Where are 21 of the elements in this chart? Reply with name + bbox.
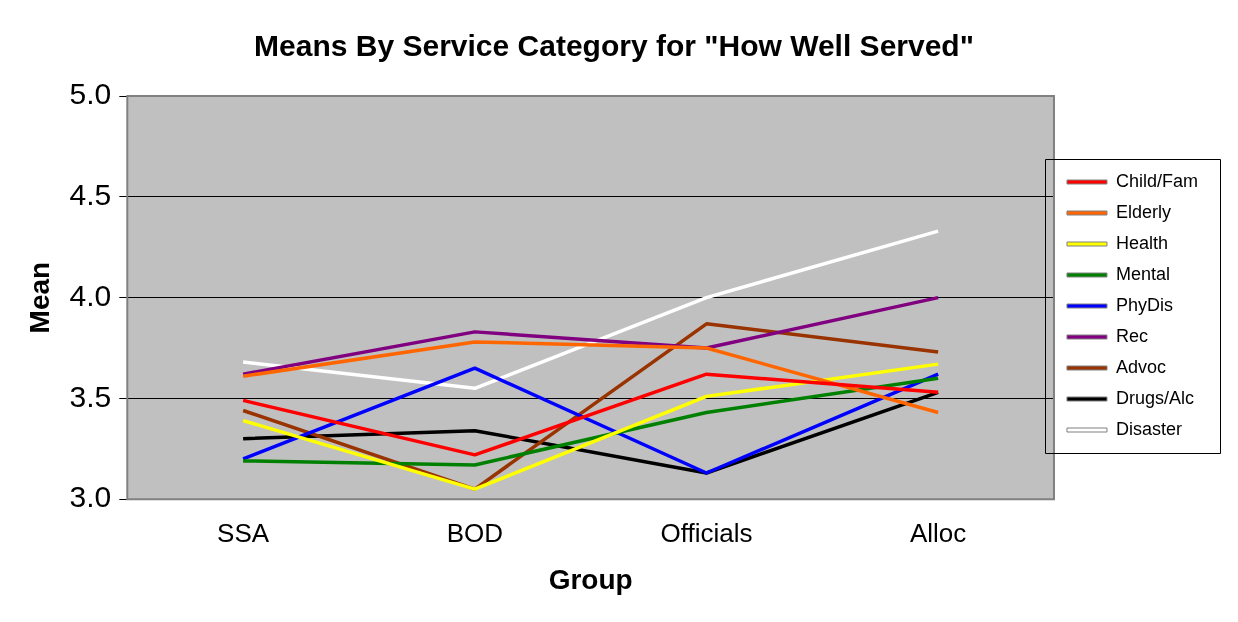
x-axis-title: Group <box>548 563 633 595</box>
legend-label: Disaster <box>1115 418 1182 439</box>
y-tick-label: 4.0 <box>69 278 112 312</box>
x-tick-label: SSA <box>217 517 270 548</box>
legend-label: Child/Fam <box>1115 170 1199 191</box>
legend-label: Drugs/Alc <box>1115 387 1195 408</box>
legend-label: Elderly <box>1115 201 1172 222</box>
legend-label: Mental <box>1115 263 1171 284</box>
y-tick-label: 5.0 <box>69 77 112 111</box>
y-axis-title: Mean <box>23 261 55 334</box>
legend-label: Health <box>1115 232 1169 253</box>
y-tick-label: 3.0 <box>69 480 112 514</box>
x-tick-label: Alloc <box>909 517 967 548</box>
y-tick-label: 3.5 <box>69 379 112 413</box>
chart-title: Means By Service Category for "How Well Served" <box>254 29 974 63</box>
legend-label: PhyDis <box>1115 294 1173 315</box>
legend-label: Rec <box>1115 325 1148 346</box>
x-tick-label: BOD <box>446 517 503 548</box>
y-tick-label: 4.5 <box>69 178 112 212</box>
legend-label: Advoc <box>1115 356 1167 377</box>
x-tick-label: Officials <box>660 517 753 548</box>
